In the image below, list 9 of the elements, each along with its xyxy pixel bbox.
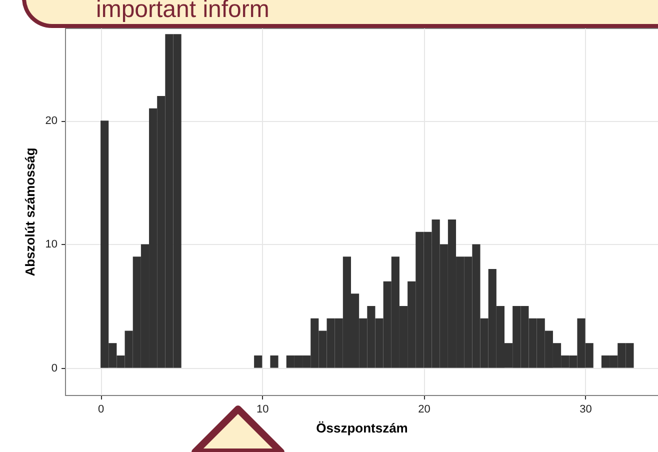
- y-tick-label: 10: [45, 238, 58, 251]
- x-axis-title: Összpontszám: [316, 420, 408, 436]
- x-tick-label: 0: [98, 404, 104, 416]
- x-tick-label: 20: [418, 404, 430, 416]
- y-tick-label: 20: [45, 115, 58, 128]
- y-tick-label: 0: [51, 362, 58, 374]
- x-tick-label: 10: [256, 404, 269, 416]
- x-tick-label: 30: [580, 404, 592, 416]
- y-axis-title: Abszolút számosság: [22, 148, 38, 276]
